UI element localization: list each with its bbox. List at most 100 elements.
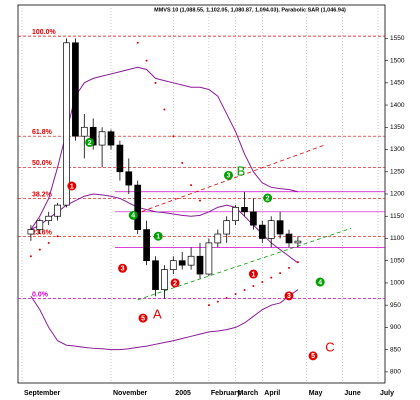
x-tick-label: May <box>309 390 323 397</box>
y-tick-label: 850 <box>390 346 401 353</box>
wave-marker <box>85 137 95 147</box>
y-tick-label: 1000 <box>390 280 405 287</box>
sar-dot <box>216 300 219 303</box>
wave-marker <box>67 181 77 191</box>
x-tick-label: April <box>264 390 280 397</box>
sar-dot <box>190 184 193 187</box>
sar-dot <box>136 41 139 44</box>
candle-body <box>161 269 168 290</box>
candle-body <box>258 224 266 239</box>
candle-body <box>169 260 177 270</box>
sar-dot <box>261 281 264 284</box>
candle-body <box>250 211 257 226</box>
wave-label: 2 <box>88 140 92 147</box>
candle-body <box>54 204 61 217</box>
sar-dot <box>288 266 290 269</box>
wave-marker <box>118 263 128 273</box>
y-tick-label: 1350 <box>390 124 405 131</box>
candle-body <box>214 233 222 244</box>
y-tick-label: 900 <box>390 324 401 331</box>
wave-label: 5 <box>311 353 315 360</box>
sar-dot <box>279 272 282 275</box>
candle-body <box>116 144 124 173</box>
band-line <box>30 289 299 351</box>
sar-dot <box>181 161 184 164</box>
x-tick-label: June <box>344 390 360 397</box>
wave-letter: B <box>237 164 246 179</box>
x-tick-label: November <box>113 390 148 397</box>
candle-body <box>72 42 79 137</box>
wave-marker <box>263 193 273 203</box>
candle-body <box>107 131 115 146</box>
wave-marker <box>170 278 180 288</box>
wave-label: 1 <box>251 271 255 278</box>
candle-body <box>27 229 35 235</box>
fib-label: 0.0% <box>32 291 49 298</box>
wave-label: 4 <box>131 213 135 220</box>
candle-body <box>63 42 70 206</box>
x-tick-label: July <box>380 390 394 397</box>
y-tick-label: 1300 <box>390 146 405 153</box>
candle-body <box>80 126 88 137</box>
wave-marker <box>153 231 163 241</box>
y-tick-label: 1050 <box>390 257 405 264</box>
sar-dot <box>163 108 166 111</box>
y-tick-label: 1100 <box>390 235 404 242</box>
x-tick-label: March <box>238 390 259 397</box>
y-tick-label: 1450 <box>390 80 405 87</box>
sar-dot <box>270 276 273 279</box>
y-tick-label: 1550 <box>390 35 405 42</box>
sar-dot <box>207 304 210 307</box>
y-tick-label: 800 <box>390 369 401 376</box>
sar-dot <box>56 235 59 238</box>
fib-label: 38.2% <box>32 191 53 198</box>
wave-label: 1 <box>70 183 74 190</box>
candle-body <box>285 233 293 244</box>
candle-body <box>36 220 44 230</box>
y-tick-label: 1200 <box>390 191 405 198</box>
candle-body <box>134 184 142 230</box>
x-tick-label: February <box>211 390 241 397</box>
candle-body <box>294 240 302 244</box>
candle-body <box>98 131 106 146</box>
sar-dot <box>199 199 201 202</box>
x-tick-label: September <box>24 390 60 397</box>
wave-label: 2 <box>266 195 270 202</box>
candle-body <box>267 220 275 239</box>
fib-label: 50.0% <box>32 160 53 167</box>
sar-dot <box>29 255 32 258</box>
wave-marker <box>315 277 325 287</box>
wave-label: 3 <box>287 293 291 300</box>
wave-label: 4 <box>318 279 322 286</box>
sar-dot <box>252 285 255 288</box>
trendline <box>137 227 352 301</box>
candle-body <box>125 171 133 186</box>
wave-letter: A <box>153 306 162 321</box>
chart-title: MMVS 10 (1,088.55, 1,102.05, 1,080.87, 1… <box>154 7 346 13</box>
y-tick-label: 1500 <box>390 57 405 64</box>
candle-body <box>187 255 195 266</box>
sar-dot <box>296 261 299 264</box>
candle-body <box>143 229 150 262</box>
sar-dot <box>234 293 237 296</box>
sar-dot <box>154 81 157 84</box>
x-tick-label: 2005 <box>175 390 191 397</box>
wave-letter: C <box>325 339 334 354</box>
fib-label: 23.6% <box>32 230 53 237</box>
fib-label: 61.8% <box>32 129 53 136</box>
candle-body <box>241 206 248 213</box>
candle-body <box>45 215 53 222</box>
sar-dot <box>172 135 175 138</box>
wave-label: 1 <box>156 234 160 241</box>
sar-dot <box>225 297 228 300</box>
wave-marker <box>138 313 148 323</box>
fib-label: 100.0% <box>32 29 57 36</box>
wave-label: 3 <box>121 266 125 273</box>
sar-dot <box>243 289 246 292</box>
y-tick-label: 1400 <box>390 102 405 109</box>
y-tick-label: 1250 <box>390 168 405 175</box>
y-tick-label: 950 <box>390 302 401 309</box>
wave-label: 5 <box>141 315 145 322</box>
candle-body <box>276 220 284 235</box>
candle-body <box>223 220 231 235</box>
